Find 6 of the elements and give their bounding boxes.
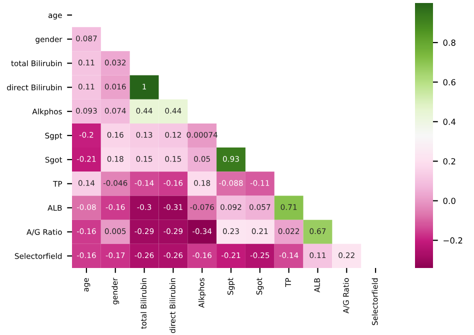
color-bar-label: 0.8 [443, 40, 456, 46]
color-bar-label: 0.0 [443, 198, 456, 204]
color-bar-label: 0.2 [443, 158, 456, 164]
color-bar-label: 0.4 [443, 118, 456, 125]
color-bar-label: 0.6 [443, 79, 456, 86]
color-bar-label: −0.2 [444, 237, 462, 244]
